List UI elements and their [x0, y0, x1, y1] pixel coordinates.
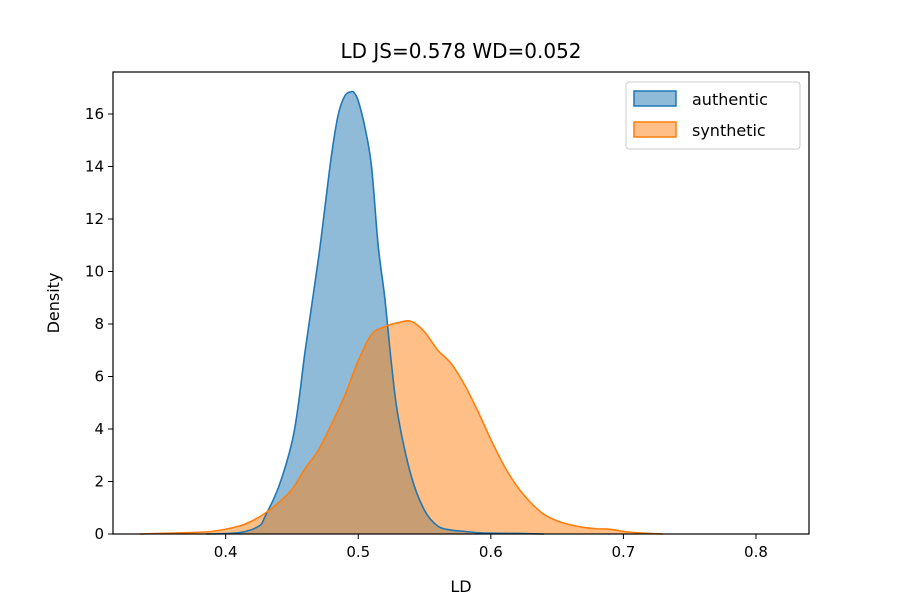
density-fill-authentic: [205, 91, 544, 534]
y-tick-label: 4: [94, 420, 104, 438]
plot-frame: [112, 71, 810, 535]
density-line-synthetic: [139, 320, 664, 535]
x-axis-ticks: 0.4 0.5 0.6 0.7 0.8: [214, 534, 768, 561]
y-axis-ticks: 0 2 4 6 8 10 12 14 16: [85, 105, 113, 543]
x-tick-label: 0.5: [346, 543, 370, 561]
x-tick-label: 0.7: [611, 543, 635, 561]
y-tick-label: 8: [94, 315, 104, 333]
chart-title: LD JS=0.578 WD=0.052: [340, 39, 581, 63]
legend-label-authentic: authentic: [692, 90, 768, 109]
x-tick-label: 0.6: [479, 543, 503, 561]
y-tick-label: 6: [94, 368, 104, 386]
y-tick-label: 16: [85, 105, 104, 123]
y-tick-label: 12: [85, 210, 104, 228]
legend-swatch-synthetic: [633, 121, 677, 138]
legend-swatch-authentic: [633, 90, 677, 107]
density-fill-synthetic: [139, 320, 664, 534]
density-line-authentic: [205, 90, 544, 535]
density-areas: [139, 90, 664, 535]
y-tick-label: 0: [94, 525, 104, 543]
y-axis-label: Density: [44, 273, 63, 334]
y-tick-label: 14: [85, 158, 104, 176]
legend: authentic synthetic: [625, 81, 801, 150]
y-tick-label: 2: [94, 473, 104, 491]
x-axis-label: LD: [450, 577, 471, 596]
legend-label-synthetic: synthetic: [692, 121, 766, 140]
y-tick-label: 10: [85, 263, 104, 281]
x-tick-label: 0.8: [744, 543, 768, 561]
x-tick-label: 0.4: [214, 543, 238, 561]
